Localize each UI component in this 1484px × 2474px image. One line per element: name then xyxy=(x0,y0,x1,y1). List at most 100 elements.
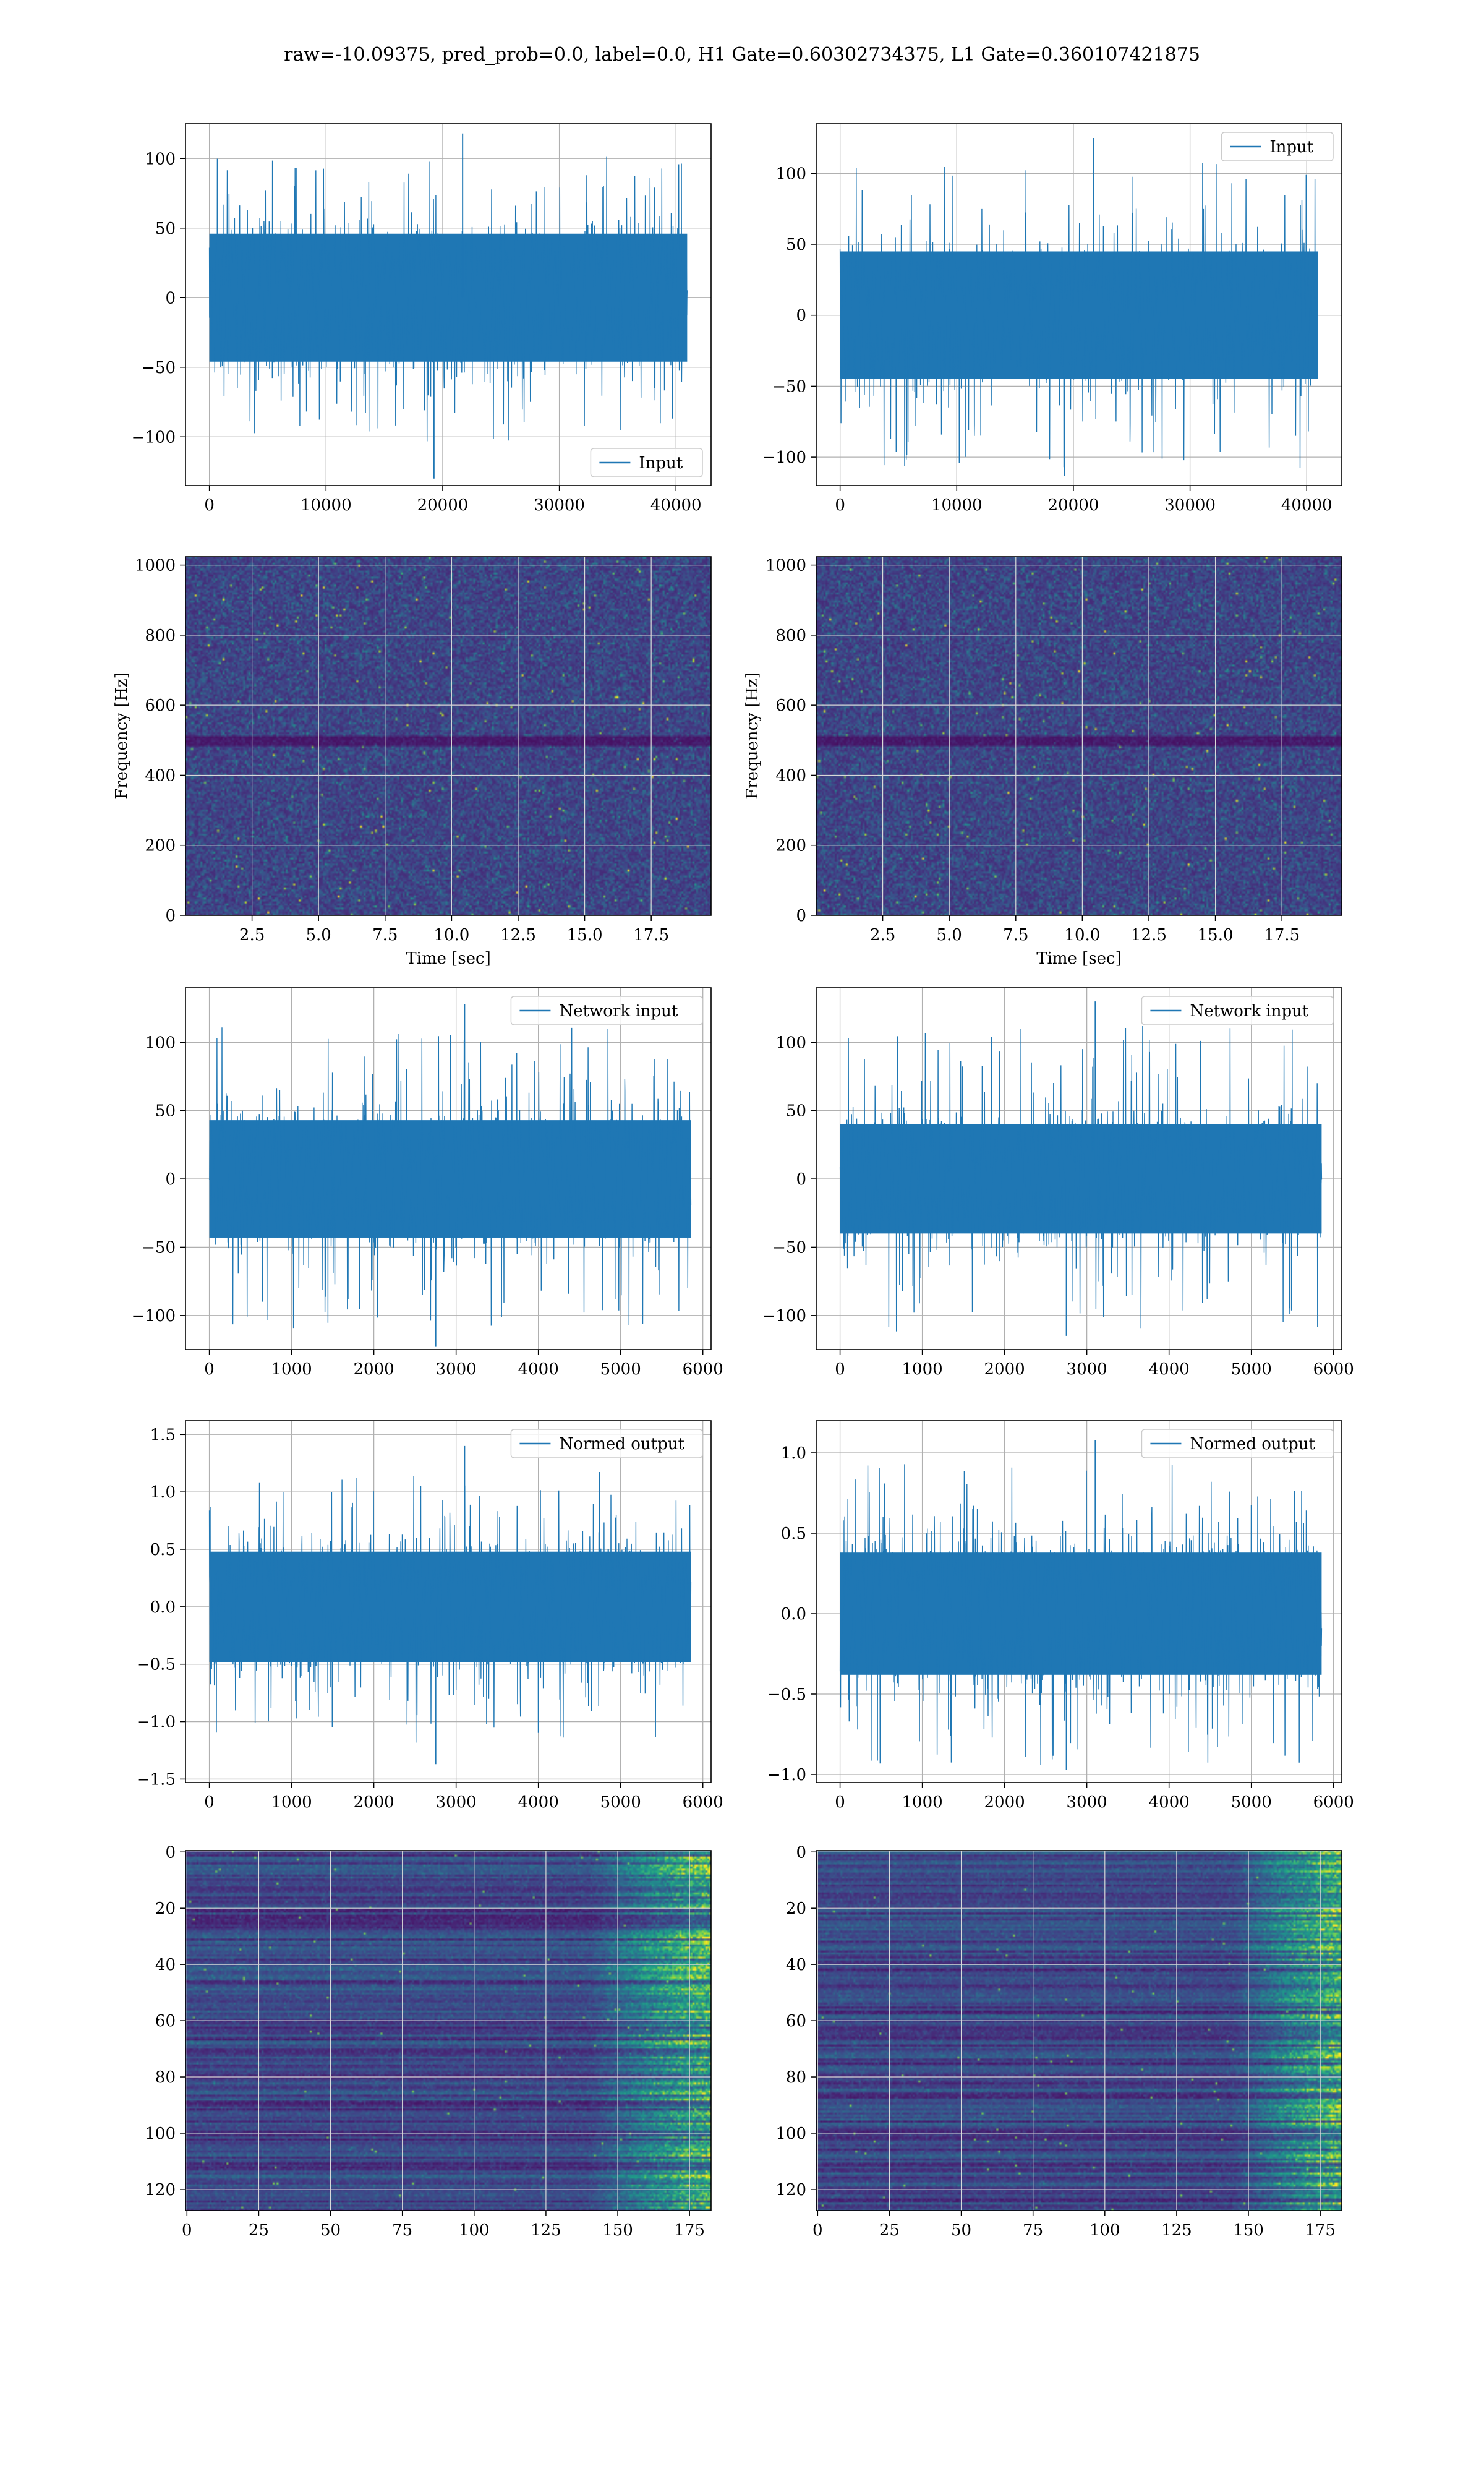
x-tick-label: 1000 xyxy=(902,1360,943,1379)
legend-box xyxy=(510,1429,703,1458)
y-tick-label: 100 xyxy=(775,1034,806,1052)
x-tick-label: 150 xyxy=(602,2221,633,2240)
legend-label: Network input xyxy=(559,1002,678,1021)
x-tick-label: 6000 xyxy=(1313,1793,1354,1812)
x-tick-label: 12.5 xyxy=(500,926,536,944)
x-tick-label: 2.5 xyxy=(239,926,265,944)
x-tick-label: 2000 xyxy=(354,1360,394,1379)
x-tick-label: 5000 xyxy=(1231,1360,1272,1379)
y-tick-label: 0.0 xyxy=(150,1598,176,1617)
y-tick-label: 20 xyxy=(786,1899,806,1918)
series-line xyxy=(208,156,688,442)
y-tick-label: −1.0 xyxy=(137,1713,176,1732)
x-tick-label: 40000 xyxy=(1281,496,1333,515)
y-tick-label: −0.5 xyxy=(767,1685,806,1704)
x-tick-label: 15.0 xyxy=(1198,926,1234,944)
x-tick-label: 125 xyxy=(1161,2221,1192,2240)
y-tick-label: 50 xyxy=(155,220,176,238)
y-tick-label: 50 xyxy=(155,1102,176,1121)
series-line xyxy=(208,1027,692,1329)
x-tick-label: 6000 xyxy=(683,1793,723,1812)
x-tick-label: 10.0 xyxy=(433,926,469,944)
x-tick-label: 2000 xyxy=(984,1360,1025,1379)
legend: Network input xyxy=(510,996,703,1025)
axes-frame xyxy=(185,1850,712,2211)
x-tick-label: 75 xyxy=(1023,2221,1043,2240)
x-tick-label: 100 xyxy=(1090,2221,1120,2240)
x-tick-label: 0 xyxy=(835,496,845,515)
axes-frame xyxy=(816,987,1342,1350)
x-tick-label: 1000 xyxy=(902,1793,943,1812)
y-tick-label: 0.0 xyxy=(781,1605,806,1624)
axes-frame xyxy=(816,1850,1342,2211)
x-tick-label: 25 xyxy=(879,2221,900,2240)
line-chart-l1-input: 0 10000 20000 30000 40000 −100 −50 0 50 100 Input xyxy=(762,123,1342,515)
x-tick-label: 0 xyxy=(182,2221,192,2240)
legend-label: Input xyxy=(639,454,683,473)
y-tick-label: 20 xyxy=(155,1899,176,1918)
legend-box xyxy=(590,448,703,477)
x-tick-label: 4000 xyxy=(518,1360,559,1379)
x-tick-label: 10000 xyxy=(301,496,352,515)
x-tick-label: 30000 xyxy=(534,496,585,515)
y-tick-label: 0.5 xyxy=(150,1541,176,1559)
series-line xyxy=(839,1464,1323,1765)
y-tick-label: −0.5 xyxy=(137,1656,176,1674)
y-axis-label: Frequency [Hz] xyxy=(113,672,131,800)
y-tick-label: 0 xyxy=(796,1843,806,1862)
x-axis-label: Time [sec] xyxy=(1036,949,1122,968)
x-tick-label: 1000 xyxy=(271,1793,312,1812)
x-tick-label: 10000 xyxy=(931,496,983,515)
y-tick-label: 80 xyxy=(155,2068,176,2087)
heatmap-l1-spectrogram: 2.5 5.0 7.5 10.0 12.5 15.0 17.5 0 200 400 600 800 10… xyxy=(743,556,1342,968)
y-tick-label: 1.0 xyxy=(150,1483,176,1502)
y-tick-label: 0 xyxy=(165,1170,176,1189)
y-tick-label: 120 xyxy=(145,2181,176,2199)
y-tick-label: 200 xyxy=(775,837,806,855)
legend-box xyxy=(1141,1429,1334,1458)
y-tick-label: −100 xyxy=(132,428,176,447)
y-tick-label: 100 xyxy=(775,165,806,183)
x-tick-label: 7.5 xyxy=(1003,926,1028,944)
line-chart-h1-network-input: 0 1000 2000 3000 4000 5000 6000 −100 −50 0 50 100 Ne… xyxy=(132,987,723,1379)
y-tick-label: −100 xyxy=(132,1307,176,1325)
y-tick-label: 100 xyxy=(145,1034,176,1052)
x-tick-label: 0 xyxy=(835,1793,845,1812)
y-tick-label: 60 xyxy=(155,2012,176,2031)
y-tick-label: 0 xyxy=(165,289,176,307)
x-tick-label: 4000 xyxy=(1149,1360,1190,1379)
legend-label: Normed output xyxy=(559,1435,684,1453)
y-tick-label: 1.0 xyxy=(781,1444,806,1463)
y-tick-label: 40 xyxy=(155,1956,176,1974)
figure-title: raw=-10.09375, pred_prob=0.0, label=0.0,… xyxy=(284,44,1200,66)
series-line xyxy=(208,1471,692,1743)
legend: Network input xyxy=(1141,996,1334,1025)
y-tick-label: 0 xyxy=(796,1170,806,1189)
x-tick-label: 15.0 xyxy=(567,926,603,944)
y-tick-label: 400 xyxy=(775,766,806,785)
y-tick-label: −50 xyxy=(142,359,176,377)
legend-box xyxy=(1221,132,1334,161)
legend-box xyxy=(1141,996,1334,1025)
y-tick-label: 1000 xyxy=(135,557,176,575)
heatmap-h1-spectrogram: 2.5 5.0 7.5 10.0 12.5 15.0 17.5 0 200 400 600 800 10… xyxy=(113,556,712,968)
x-tick-label: 0 xyxy=(204,1360,215,1379)
legend-label: Normed output xyxy=(1190,1435,1315,1453)
x-tick-label: 2000 xyxy=(354,1793,394,1812)
x-tick-label: 17.5 xyxy=(633,926,669,944)
y-tick-label: 800 xyxy=(145,627,176,645)
y-tick-label: 1000 xyxy=(765,557,806,575)
series-line xyxy=(839,163,1318,468)
y-tick-label: 80 xyxy=(786,2068,806,2087)
y-tick-label: −50 xyxy=(142,1238,176,1257)
line-chart-l1-network-input: 0 1000 2000 3000 4000 5000 6000 −100 −50 0 50 100 Ne… xyxy=(762,987,1354,1379)
x-tick-label: 17.5 xyxy=(1264,926,1300,944)
x-tick-label: 5.0 xyxy=(937,926,962,944)
heatmap-h1-feature-map: 0 25 50 75 100 125 150 175 0 20 40 60 80 100 120 xyxy=(145,1843,712,2240)
x-tick-label: 5000 xyxy=(1231,1793,1272,1812)
x-tick-label: 150 xyxy=(1233,2221,1264,2240)
x-tick-label: 4000 xyxy=(518,1793,559,1812)
x-tick-label: 3000 xyxy=(436,1793,477,1812)
y-tick-label: 1.5 xyxy=(150,1426,176,1444)
